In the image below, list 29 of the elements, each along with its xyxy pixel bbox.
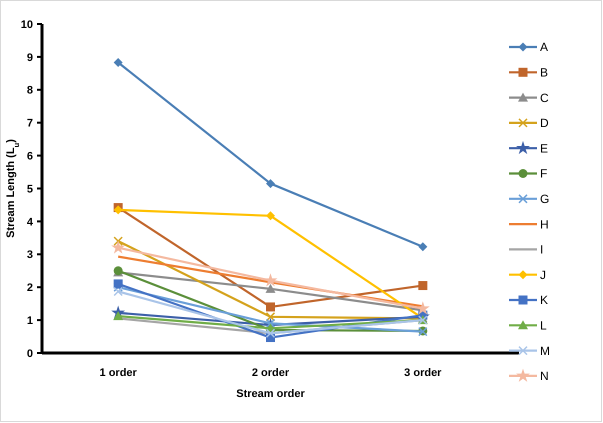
x-tick-label: 1 order <box>100 367 138 379</box>
legend-label: H <box>540 217 549 232</box>
legend-label: J <box>540 268 546 282</box>
y-tick-label: 2 <box>26 282 33 294</box>
legend-label: K <box>540 293 548 308</box>
x-tick-label: 3 order <box>404 367 442 379</box>
y-tick-label: 3 <box>26 249 33 262</box>
y-tick-label: 6 <box>26 150 33 162</box>
y-tick-label: 0 <box>26 348 33 360</box>
x-tick-label: 2 order <box>252 367 290 379</box>
y-tick-label: 8 <box>26 84 33 97</box>
x-axis-title: Stream order <box>236 388 306 400</box>
y-tick-label: 1 <box>26 314 33 327</box>
y-tick-label: 7 <box>26 118 33 130</box>
legend-label: M <box>540 344 550 358</box>
legend-label: A <box>540 40 548 54</box>
legend-label: F <box>540 166 548 181</box>
legend-label: D <box>540 116 549 130</box>
legend-label: C <box>540 90 549 105</box>
legend-label: N <box>540 369 549 384</box>
legend-label: L <box>540 318 547 332</box>
y-tick-label: 9 <box>26 52 33 64</box>
legend-label: G <box>540 192 550 206</box>
y-tick-label: 10 <box>20 18 33 31</box>
legend-label: B <box>540 66 548 80</box>
legend-label: E <box>540 141 548 156</box>
y-tick-label: 5 <box>26 183 33 196</box>
y-tick-label: 4 <box>26 216 34 228</box>
legend-label: I <box>540 242 544 257</box>
